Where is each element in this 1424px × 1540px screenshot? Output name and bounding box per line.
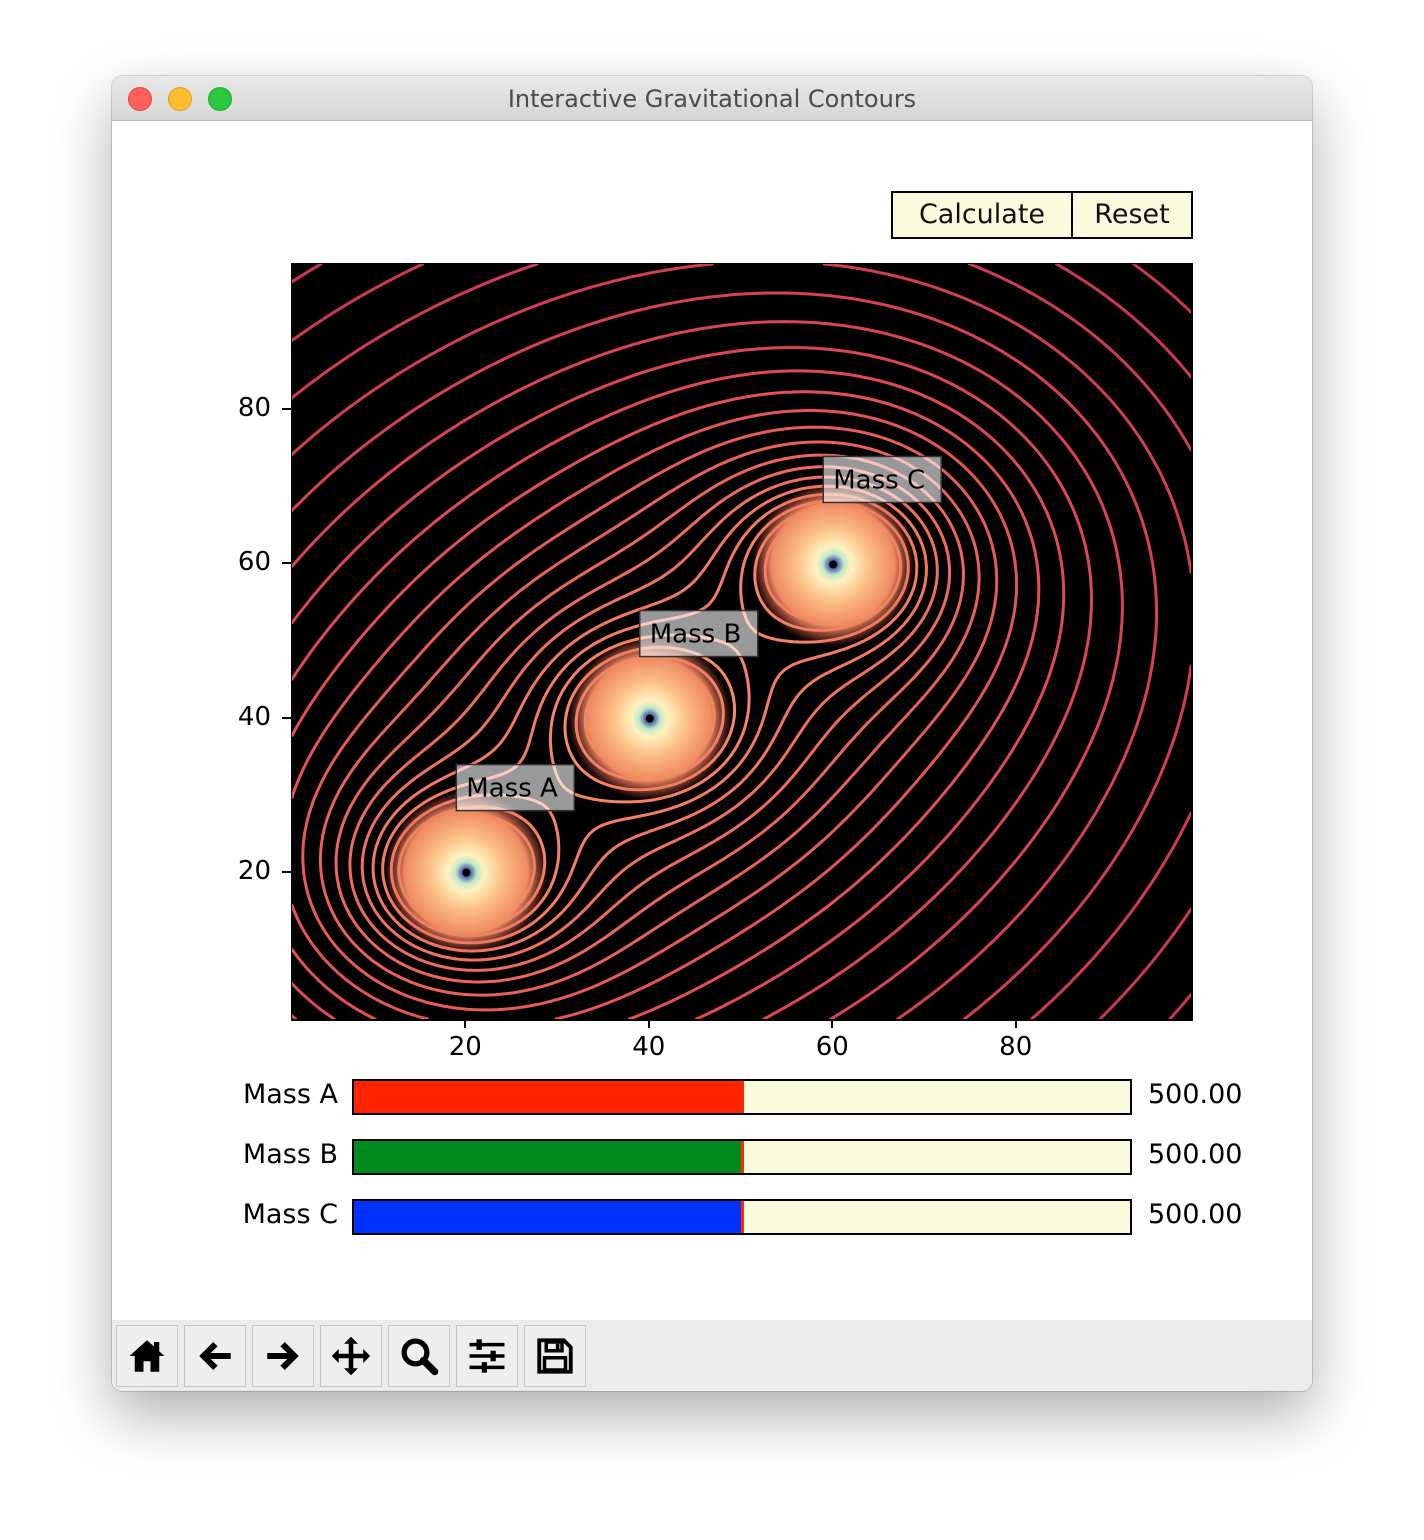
mass-glows [384,482,916,955]
slider-mass-b[interactable] [352,1139,1132,1175]
back-arrow-icon [199,1342,231,1370]
save-icon [537,1338,573,1374]
slider-fill-mass-c [354,1201,742,1233]
contour-line [292,264,1191,1019]
contour-line [292,264,1191,1019]
y-tick-label: 40 [237,701,271,732]
contour-line [292,346,1093,1019]
contour-line [360,475,939,962]
mass-annotations: Mass A Mass B Mass C [455,455,942,812]
configure-subplots-icon [469,1339,505,1373]
y-tick-label: 80 [237,393,271,424]
contour-line [292,320,1124,1019]
contour-line [292,390,1041,1019]
slider-fill-mass-a [354,1081,742,1113]
contour-plot[interactable]: Mass A Mass B Mass C [291,263,1193,1021]
y-tick [282,408,291,411]
slider-fill-mass-b [354,1141,742,1173]
pan-icon [331,1336,371,1376]
slider-label-mass-c: Mass C [242,1199,338,1230]
annotation-box [822,455,942,504]
x-tick-label: 60 [815,1032,849,1062]
x-tick-label: 20 [448,1032,482,1062]
annotation-box [639,609,759,658]
contour-line [292,369,1066,1019]
annotation-box [455,763,576,812]
configure-subplots-button[interactable] [456,1325,518,1387]
y-tick [282,562,291,565]
contour-line [292,264,1191,1019]
x-tick-label: 80 [999,1032,1033,1062]
slider-value-mass-a: 500.00 [1148,1079,1243,1110]
minimize-window-button[interactable] [168,87,192,111]
slider-label-mass-b: Mass B [242,1139,338,1170]
x-tick [647,1019,650,1028]
home-icon [129,1340,165,1372]
zoom-button[interactable] [388,1325,450,1387]
navigation-toolbar [112,1320,1312,1391]
contour-line [301,425,999,1012]
zoom-icon [401,1338,439,1376]
forward-button[interactable] [252,1325,314,1387]
annotation-text: Mass C [833,465,925,495]
title-bar: Interactive Gravitational Contours [112,76,1312,121]
back-button[interactable] [184,1325,246,1387]
x-tick-label: 40 [632,1032,666,1062]
contour-canvas: Mass A Mass B Mass C [292,264,1191,1019]
slider-handle-mass-b[interactable] [741,1141,744,1173]
contour-line [334,453,965,984]
x-tick [831,1019,834,1028]
x-tick [1014,1019,1017,1028]
home-button[interactable] [116,1325,178,1387]
y-tick-label: 60 [237,547,271,578]
y-tick [282,870,291,873]
annotation-text: Mass A [466,774,558,804]
slider-label-mass-a: Mass A [242,1079,338,1110]
contour-line [292,264,1191,1019]
mass-point [829,560,838,569]
slider-mass-c[interactable] [352,1199,1132,1235]
y-tick-label: 20 [237,855,271,886]
reset-button[interactable]: Reset [1071,191,1193,239]
app-window: Interactive Gravitational Contours Calcu… [112,76,1312,1391]
forward-arrow-icon [267,1342,299,1370]
x-tick [464,1019,467,1028]
pan-button[interactable] [320,1325,382,1387]
annotation-text: Mass B [650,620,742,650]
contour-line [319,440,981,997]
slider-handle-mass-c[interactable] [741,1201,744,1233]
slider-mass-a[interactable] [352,1079,1132,1115]
contour-line [292,291,1158,1019]
window-title: Interactive Gravitational Contours [507,85,917,113]
calculate-button[interactable]: Calculate [891,191,1073,239]
slider-value-mass-b: 500.00 [1148,1139,1243,1170]
slider-value-mass-c: 500.00 [1148,1199,1243,1230]
save-button[interactable] [524,1325,586,1387]
mass-point [462,868,471,877]
maximize-window-button[interactable] [208,87,232,111]
slider-handle-mass-a[interactable] [741,1081,744,1113]
contour-line [292,409,1019,1019]
close-window-button[interactable] [128,87,152,111]
y-tick [282,716,291,719]
mass-point [645,714,654,723]
